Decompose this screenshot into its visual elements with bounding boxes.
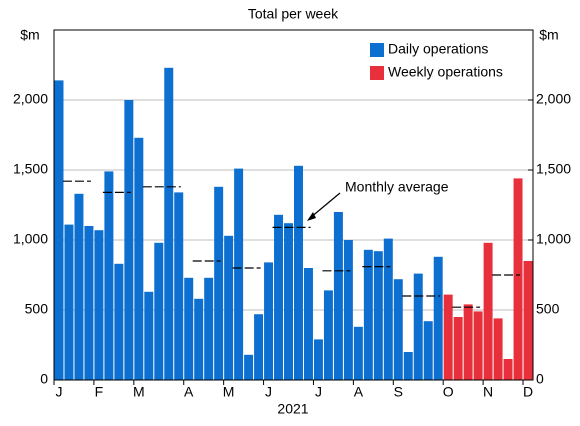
x-tick-label: A — [184, 384, 194, 400]
bar — [274, 214, 284, 380]
plot-frame — [53, 29, 534, 381]
legend-label: Weekly operations — [388, 64, 503, 80]
bar — [463, 304, 473, 380]
bar — [523, 261, 533, 380]
annotation-arrow — [309, 192, 341, 219]
bar — [294, 165, 303, 380]
bar — [443, 294, 453, 380]
bar — [473, 311, 483, 380]
y2-tick-label: 2,000 — [536, 91, 571, 107]
bar — [154, 242, 164, 380]
bar — [84, 226, 94, 380]
bar — [513, 178, 523, 380]
bar — [204, 277, 214, 380]
y-tick-label: 1,500 — [13, 161, 48, 177]
x-tick-label: J — [55, 384, 62, 400]
bar — [104, 171, 114, 380]
bar — [244, 354, 254, 380]
y-tick-label: 0 — [40, 371, 48, 387]
legend-label: Daily operations — [388, 41, 488, 57]
bar — [254, 314, 264, 380]
bar — [393, 279, 403, 380]
chart-subtitle: Total per week — [248, 6, 339, 22]
x-tick-label: M — [223, 384, 235, 400]
bar — [164, 67, 174, 381]
bar — [174, 192, 184, 380]
bar — [54, 80, 64, 381]
bar — [303, 268, 313, 380]
bar — [124, 100, 134, 380]
bar — [114, 263, 124, 380]
y-tick-label: 500 — [25, 301, 49, 317]
legend-swatch — [370, 66, 384, 80]
bar — [423, 321, 433, 380]
bar — [313, 339, 323, 380]
bar — [453, 317, 463, 380]
bar — [234, 168, 244, 380]
bar — [363, 249, 373, 380]
x-tick-label: F — [95, 384, 104, 400]
bar — [323, 290, 333, 380]
bar — [503, 359, 513, 380]
x-tick-label: O — [443, 384, 454, 400]
bar — [264, 262, 274, 380]
bar — [144, 291, 154, 380]
bar — [194, 298, 204, 380]
y2-tick-label: 1,000 — [536, 231, 571, 247]
y2-tick-label: 500 — [536, 301, 560, 317]
bar — [74, 193, 84, 380]
arrow-head — [307, 212, 316, 221]
bar — [343, 240, 353, 380]
bar — [224, 235, 234, 380]
bar — [493, 318, 503, 380]
y-tick-label: 1,000 — [13, 231, 48, 247]
y-tick-label: 2,000 — [13, 91, 48, 107]
x-tick-label: J — [265, 384, 272, 400]
x-label: 2021 — [277, 401, 308, 417]
bar — [134, 137, 144, 380]
bar — [483, 242, 493, 380]
x-tick-label: A — [354, 384, 364, 400]
bar — [333, 212, 343, 380]
y2-tick-label: 0 — [536, 371, 544, 387]
bar — [353, 326, 363, 380]
x-tick-label: N — [483, 384, 493, 400]
y2-unit: $m — [539, 27, 558, 43]
bar — [214, 186, 224, 380]
x-tick-label: M — [133, 384, 145, 400]
bar — [284, 223, 293, 380]
bar — [94, 230, 104, 380]
y-unit: $m — [20, 27, 39, 43]
bar — [383, 238, 393, 380]
legend-swatch — [370, 43, 384, 57]
bar — [403, 352, 413, 380]
bar — [64, 224, 74, 380]
y2-tick-label: 1,500 — [536, 161, 571, 177]
x-tick-label: J — [315, 384, 322, 400]
x-tick-label: S — [394, 384, 403, 400]
bar — [433, 256, 443, 380]
bar — [373, 251, 383, 380]
annotation: Monthly average — [345, 179, 449, 195]
bar — [184, 277, 194, 380]
x-tick-label: D — [523, 384, 533, 400]
bar — [413, 273, 423, 380]
